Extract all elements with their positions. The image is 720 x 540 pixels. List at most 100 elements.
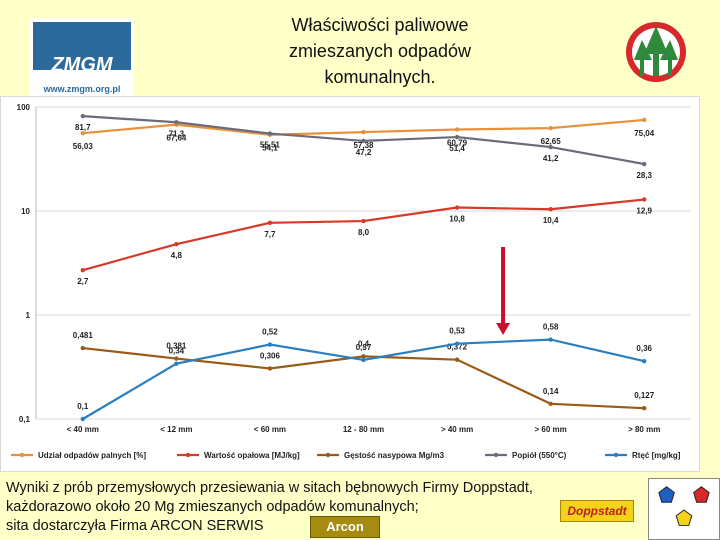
data-label: 0,36 [636, 344, 652, 353]
x-tick-label: < 40 mm [67, 425, 99, 434]
data-point [642, 406, 647, 411]
legend-label: Wartość opałowa [MJ/kg] [204, 451, 300, 460]
x-tick-label: > 80 mm [628, 425, 660, 434]
legend-marker [19, 452, 25, 458]
data-point [361, 354, 366, 359]
data-point [80, 267, 85, 273]
data-label: 0,127 [634, 391, 655, 400]
footer-line-1: Wyniki z prób przemysłowych przesiewania… [6, 480, 533, 496]
y-tick-label: 0,1 [19, 415, 31, 424]
data-label: 2,7 [77, 277, 89, 286]
x-tick-label: > 40 mm [441, 425, 473, 434]
data-point [267, 342, 273, 347]
data-label: 0,14 [543, 387, 559, 396]
data-point [548, 337, 553, 342]
zmgm-logo-url: www.zmgm.org.pl [43, 84, 121, 94]
x-tick-label: 12 - 80 mm [343, 425, 384, 434]
data-point [80, 345, 85, 351]
data-point [642, 117, 647, 123]
data-point [174, 120, 179, 125]
doppstadt-logo: Doppstadt [560, 500, 634, 522]
data-point [548, 207, 553, 212]
data-label: 0,34 [169, 347, 185, 356]
legend-label: Gęstość nasypowa Mg/m3 [344, 451, 445, 460]
data-label: 62,65 [541, 137, 562, 146]
data-point [361, 357, 366, 363]
data-label: 4,8 [171, 251, 183, 260]
data-point [267, 220, 273, 226]
tree-emblem-logo [626, 22, 686, 82]
title-line-1: Właściwości paliwowe [291, 15, 469, 35]
data-point [642, 197, 647, 202]
arcon-logo: Arcon [310, 516, 380, 538]
data-point [174, 241, 179, 247]
data-label: 57,38 [353, 141, 374, 150]
data-label: 60,79 [447, 138, 468, 147]
data-label: 0,1 [77, 402, 89, 411]
data-label: 0,481 [73, 331, 94, 340]
data-label: 81,7 [75, 123, 91, 132]
data-label: 0,4 [358, 339, 370, 348]
line-chart: 100 10 1 0,1 < 40 mm < 12 mm < 60 mm 12 - 80 mm… [11, 103, 691, 460]
legend-marker [493, 452, 499, 458]
data-label: 0,306 [260, 351, 281, 360]
title-line-2: zmieszanych odpadów [288, 41, 472, 61]
zmgm-logo-text: ZMGM [51, 54, 113, 76]
data-point [361, 138, 366, 144]
x-tick-label: > 60 mm [535, 425, 567, 434]
data-label: 75,04 [634, 129, 655, 138]
data-point [454, 134, 460, 140]
footer-line-2: każdorazowo około 20 Mg zmieszanych odpa… [6, 499, 419, 515]
data-label: 67,64 [166, 134, 187, 143]
y-tick-label: 1 [26, 311, 31, 320]
data-label: 41,2 [543, 154, 559, 163]
data-point [548, 144, 553, 150]
data-label: 55,51 [260, 141, 281, 150]
legend-marker [613, 452, 619, 458]
data-label: 0,37 [356, 343, 372, 352]
data-label: 0,381 [166, 342, 187, 351]
data-label: 28,3 [636, 171, 652, 180]
data-label: 71,3 [169, 129, 185, 138]
y-tick-label: 10 [21, 207, 30, 216]
annotation-arrow-head [496, 323, 511, 335]
data-label: 0,53 [449, 327, 465, 336]
page-title: Właściwości paliwowe zmieszanych odpadów… [230, 12, 530, 90]
data-point [642, 358, 647, 364]
data-label: 0,52 [262, 328, 278, 337]
data-point [174, 356, 179, 361]
data-point [454, 341, 460, 346]
data-label: 10,8 [449, 215, 465, 224]
legend-marker [185, 452, 191, 458]
x-tick-label: < 60 mm [254, 425, 286, 434]
data-point [267, 131, 273, 136]
data-point [548, 125, 553, 131]
zmgm-logo: ZMGM www.zmgm.org.pl [30, 18, 134, 96]
data-point [642, 161, 647, 167]
data-point [548, 401, 553, 407]
data-label: 0,372 [447, 343, 468, 352]
data-label: 10,4 [543, 216, 559, 225]
data-label: 0,58 [543, 323, 559, 332]
footer-text: Wyniki z prób przemysłowych przesiewania… [6, 479, 646, 536]
data-label: 8,0 [358, 228, 370, 237]
data-label: 12,9 [636, 206, 652, 215]
legend-label: Rtęć [mg/kg] [632, 451, 681, 460]
chart-panel: 100 10 1 0,1 < 40 mm < 12 mm < 60 mm 12 - 80 mm… [0, 96, 700, 472]
title-line-3: komunalnych. [324, 67, 436, 87]
footer-line-3: sita dostarczyła Firma ARCON SERWIS [6, 518, 264, 534]
y-tick-label: 100 [17, 103, 31, 112]
data-label: 54,1 [262, 144, 278, 153]
legend-label: Udział odpadów palnych [%] [38, 451, 146, 460]
data-label: 56,03 [73, 142, 94, 151]
data-point [80, 130, 85, 136]
data-point [361, 129, 366, 135]
data-point [454, 127, 460, 132]
data-label: 51,4 [449, 144, 465, 153]
legend-marker [325, 452, 331, 458]
legend-label: Popiół (550°C) [512, 451, 567, 460]
data-point [80, 113, 85, 119]
data-label: 47,2 [356, 148, 372, 157]
data-point [267, 366, 273, 371]
data-point [454, 205, 460, 210]
